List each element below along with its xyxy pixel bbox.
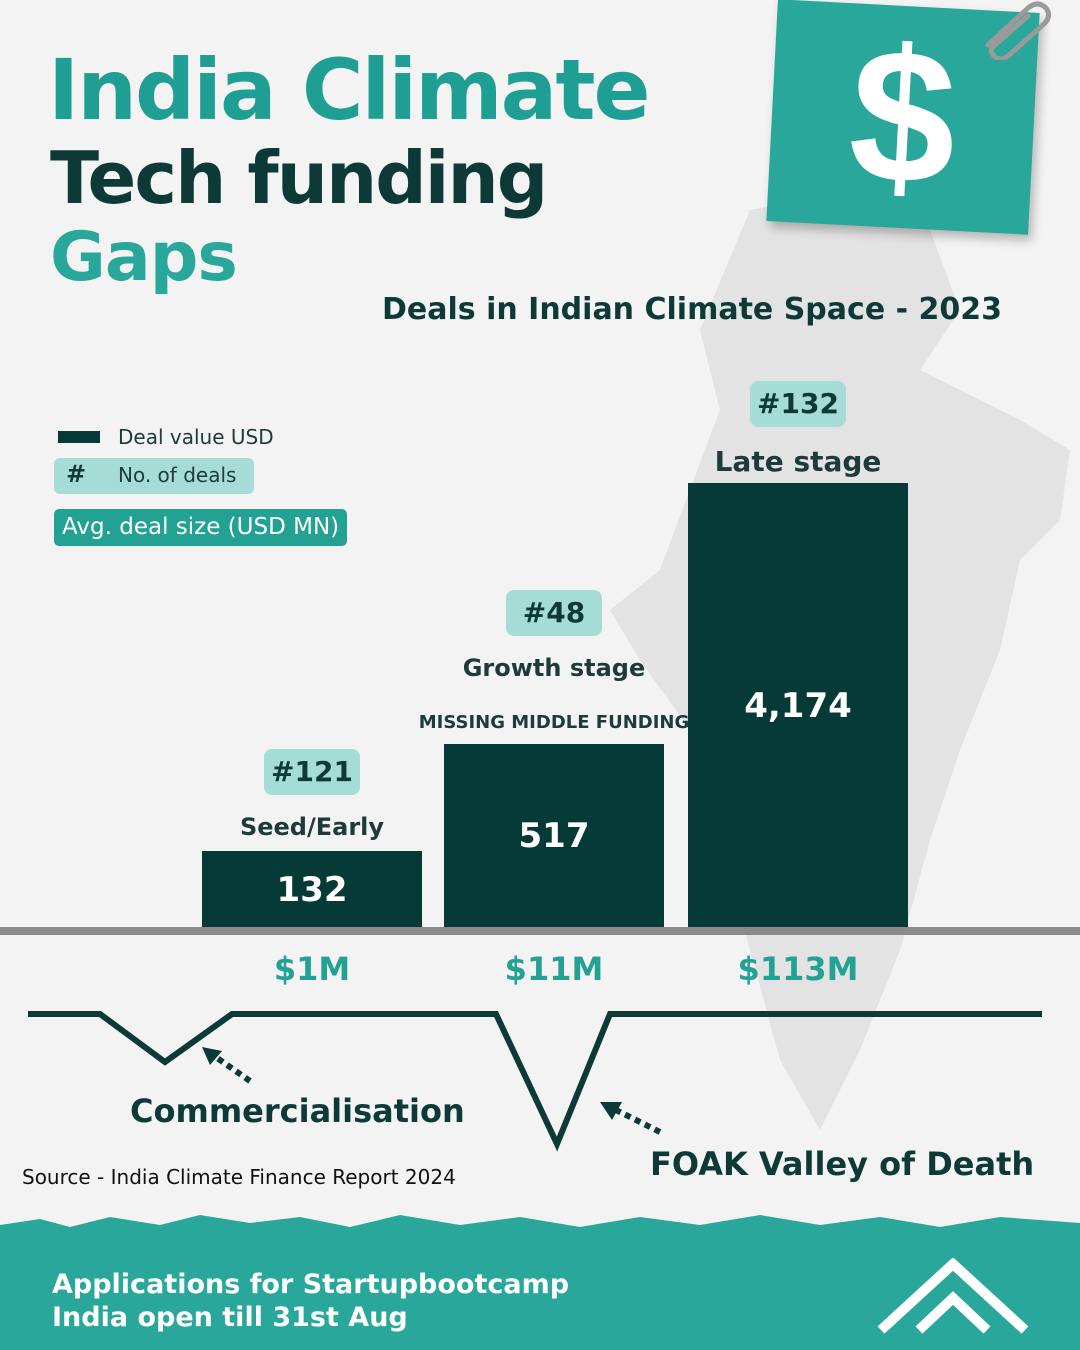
legend-num-deals-box: # No. of deals xyxy=(54,458,254,494)
bar-value-label-2: 4,174 xyxy=(744,685,852,726)
bar-0 xyxy=(202,851,422,928)
hash-icon: # xyxy=(66,460,87,488)
missing-middle-annotation: MISSING MIDDLE FUNDING xyxy=(418,712,690,733)
footer-banner xyxy=(0,1228,1080,1350)
avg-deal-size-2: $113M xyxy=(737,950,859,988)
avg-deal-size-0: $1M xyxy=(273,950,351,988)
funding-valley-curve xyxy=(28,1011,1042,1152)
deal-count-badge-2: #132 xyxy=(750,381,846,427)
legend-deal-value-label: Deal value USD xyxy=(118,425,274,449)
arrow-valley-icon xyxy=(600,1102,662,1135)
legend-num-deals-label: No. of deals xyxy=(118,463,237,487)
avg-deal-size-1: $11M xyxy=(504,950,604,988)
title-line-1: India Climate xyxy=(48,41,650,139)
chart-subtitle: Deals in Indian Climate Space - 2023 xyxy=(382,292,1002,327)
category-label-0: Seed/Early xyxy=(239,813,385,841)
paperclip-icon xyxy=(985,1,1052,60)
title-line-2: Tech funding xyxy=(50,136,548,220)
chevron-up-logo-icon xyxy=(877,1258,1029,1334)
footer-line-2: India open till 31st Aug xyxy=(52,1302,408,1333)
footer-line-1: Applications for Startupbootcamp xyxy=(52,1269,570,1300)
legend-deal-value-swatch xyxy=(58,431,100,443)
valley-of-death-label: FOAK Valley of Death xyxy=(650,1145,1035,1183)
bar-1 xyxy=(444,744,664,928)
source-note: Source - India Climate Finance Report 20… xyxy=(22,1165,456,1189)
bar-value-label-0: 132 xyxy=(276,869,348,910)
category-label-1: Growth stage xyxy=(462,654,646,682)
commercialisation-label: Commercialisation xyxy=(130,1092,465,1130)
arrow-commercialisation-icon xyxy=(202,1047,252,1084)
deal-count-badge-1: #48 xyxy=(506,590,602,636)
bar-2 xyxy=(688,483,908,928)
bar-value-label-1: 517 xyxy=(518,816,590,856)
title-line-3: Gaps xyxy=(50,218,238,297)
deal-count-badge-0: #121 xyxy=(264,749,360,795)
footer-text: Applications for Startupbootcamp India o… xyxy=(52,1268,569,1334)
chart-baseline xyxy=(0,927,1080,935)
category-label-2: Late stage xyxy=(714,445,882,478)
legend-avg-size-label: Avg. deal size (USD MN) xyxy=(54,509,348,546)
